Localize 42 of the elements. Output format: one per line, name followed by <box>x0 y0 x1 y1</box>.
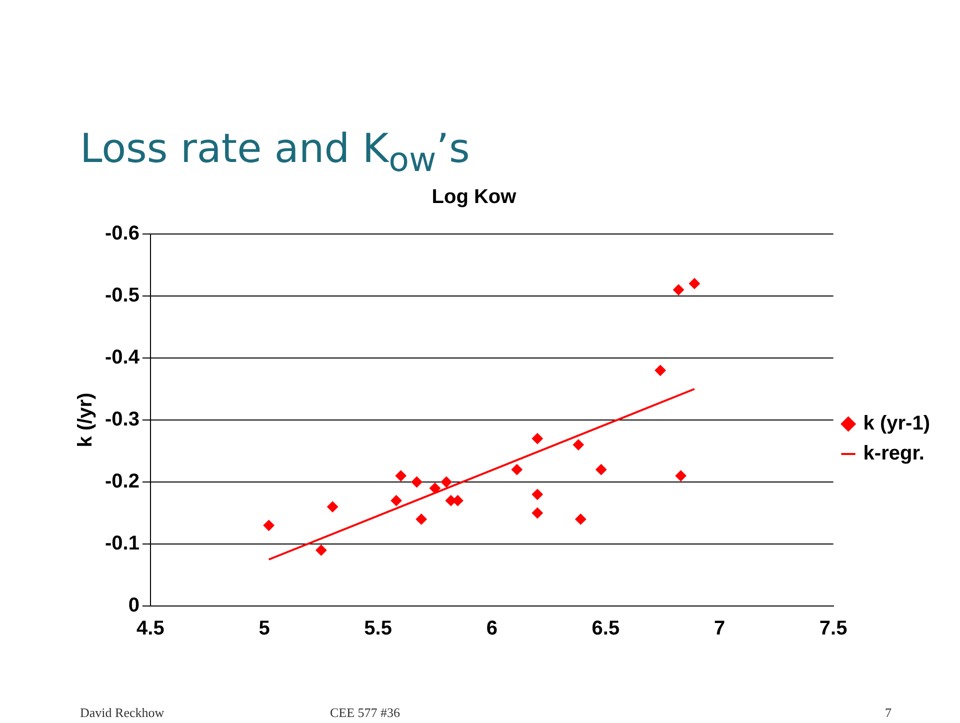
y-axis-title: k (/yr) <box>74 392 97 448</box>
point <box>532 508 543 518</box>
point <box>395 470 406 482</box>
x-tick-label: 5 <box>258 618 270 640</box>
text: David Reckhow <box>80 705 164 721</box>
y-tick-label: -0.2 <box>104 470 140 493</box>
point <box>411 476 422 488</box>
chart-title: Loss rate and K$_{ow}$’s <box>80 126 470 179</box>
y-tick-label: 0 <box>128 594 140 617</box>
x-tick-label: 7 <box>714 618 726 640</box>
x-axis-title: Log Kow <box>430 186 518 209</box>
x-tick-label: 5.5 <box>364 618 392 640</box>
legend-label: k (yr-1) <box>863 412 930 435</box>
point <box>673 284 684 296</box>
y-tick-label: -0.3 <box>104 408 140 431</box>
point <box>316 544 327 556</box>
point <box>532 488 543 500</box>
y-tick-label: -0.4 <box>104 346 140 369</box>
point <box>575 514 586 525</box>
point <box>654 364 666 376</box>
x-tick-label: 6.5 <box>592 618 620 640</box>
point <box>675 470 686 482</box>
point <box>263 520 274 531</box>
x-tick-label: 6 <box>486 618 498 640</box>
point <box>440 476 452 488</box>
point <box>596 464 607 476</box>
point <box>390 495 402 506</box>
x-tick-label: 4.5 <box>136 618 164 640</box>
y-tick-label: -0.6 <box>104 222 140 245</box>
legend-label: k-regr. <box>863 442 924 465</box>
x-tick-label: 7.5 <box>819 618 848 640</box>
point <box>327 501 338 512</box>
point <box>511 464 522 476</box>
point <box>572 439 584 450</box>
point <box>429 482 440 494</box>
y-tick-label: -0.1 <box>104 532 140 555</box>
point <box>532 433 543 444</box>
point <box>416 514 427 525</box>
point <box>688 278 700 290</box>
text: 7 <box>885 705 892 721</box>
text: CEE 577 #36 <box>330 705 400 721</box>
y-tick-label: -0.5 <box>104 284 140 307</box>
